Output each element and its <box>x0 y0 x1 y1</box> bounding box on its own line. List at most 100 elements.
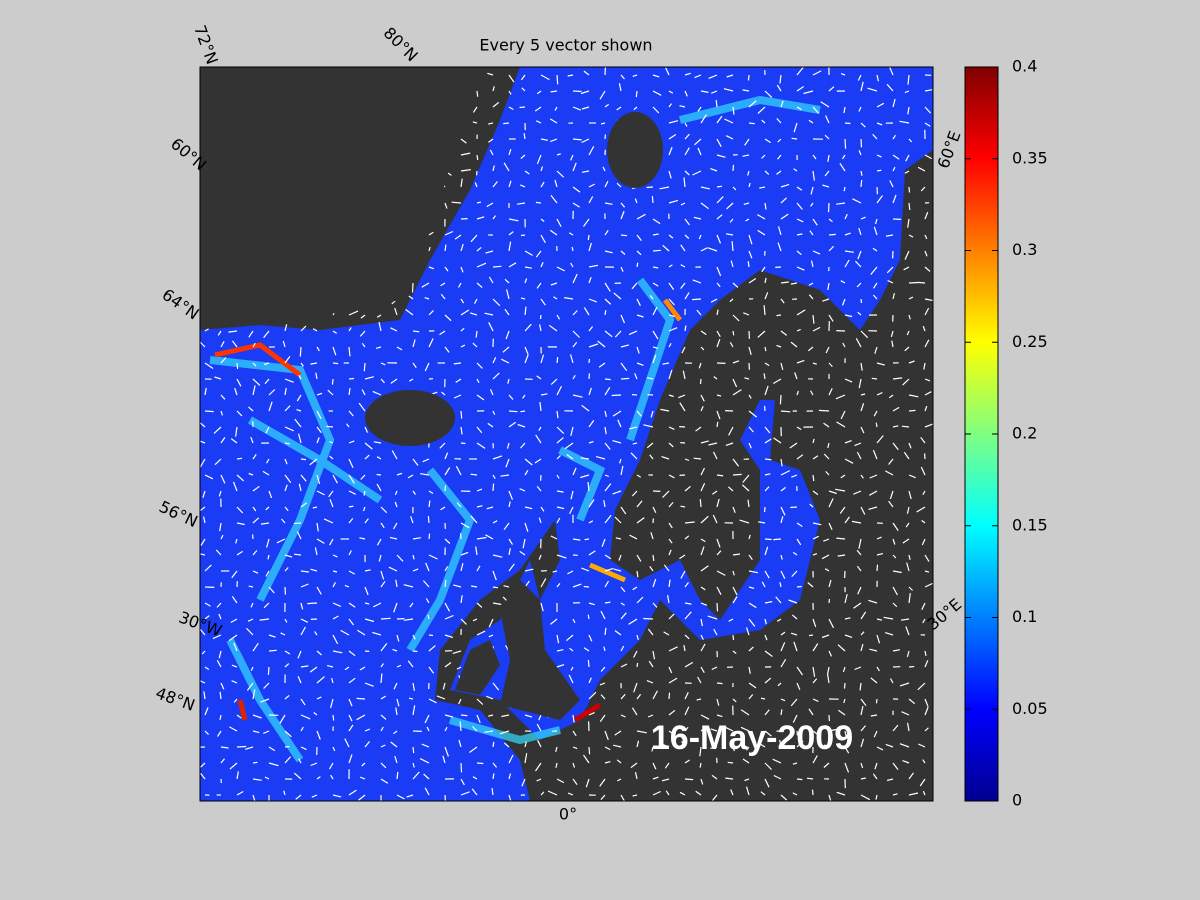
vector <box>588 298 598 303</box>
vector <box>348 550 352 556</box>
vector <box>380 617 391 620</box>
vector <box>520 74 526 81</box>
vector <box>550 618 558 625</box>
vector <box>485 250 494 254</box>
vector <box>860 631 865 636</box>
vector <box>248 406 254 412</box>
vector <box>601 538 606 547</box>
vector <box>684 706 690 716</box>
vector <box>776 84 782 92</box>
vector <box>855 338 862 348</box>
vector <box>707 247 718 252</box>
vector <box>307 602 318 605</box>
vector <box>763 373 766 380</box>
vector <box>504 308 510 316</box>
vector <box>362 506 366 512</box>
vector <box>470 312 478 316</box>
vector <box>332 474 338 484</box>
vector <box>508 218 519 222</box>
vector <box>572 310 578 316</box>
vector <box>860 426 865 434</box>
vector <box>793 641 798 652</box>
vector <box>716 138 722 147</box>
vector <box>268 490 273 499</box>
vector <box>700 330 707 336</box>
vector <box>492 410 496 415</box>
vector <box>262 470 270 476</box>
vector <box>454 234 462 240</box>
vector <box>892 724 899 732</box>
vector <box>684 122 688 127</box>
vector <box>548 324 558 332</box>
vector <box>921 538 926 546</box>
vector <box>684 170 690 176</box>
vector <box>649 295 654 300</box>
vector <box>376 538 382 546</box>
vector <box>300 570 309 573</box>
vector <box>724 118 734 124</box>
vector <box>572 186 581 193</box>
vector <box>631 707 638 716</box>
vector <box>892 538 896 545</box>
vector <box>329 499 334 508</box>
vector <box>600 794 606 800</box>
vector <box>476 394 485 401</box>
vector <box>298 483 302 492</box>
vector <box>636 596 644 604</box>
vector <box>699 746 702 757</box>
vector <box>646 377 654 380</box>
vector <box>492 215 496 220</box>
vector <box>359 666 366 671</box>
vector <box>460 778 465 786</box>
vector <box>858 227 862 236</box>
vector <box>588 441 594 444</box>
vector <box>332 346 337 356</box>
vector <box>470 515 478 524</box>
vector <box>268 746 276 752</box>
vector <box>780 794 788 801</box>
vector <box>553 296 558 300</box>
vector <box>572 538 581 541</box>
vector <box>680 202 686 206</box>
vector <box>572 374 576 380</box>
vector <box>668 579 671 588</box>
vector <box>713 376 718 380</box>
vector <box>284 506 289 512</box>
vector <box>421 743 430 748</box>
vector <box>716 538 721 548</box>
vector <box>694 74 702 79</box>
vector <box>652 74 660 78</box>
vector <box>746 746 750 751</box>
vector <box>840 73 846 76</box>
vector <box>300 362 304 367</box>
vector <box>587 481 590 492</box>
vector <box>844 378 853 383</box>
vector <box>300 458 307 461</box>
vector <box>764 570 770 579</box>
vector <box>380 580 386 588</box>
vector <box>697 676 702 684</box>
vector <box>725 442 734 446</box>
vector <box>284 387 287 396</box>
vector <box>748 554 753 561</box>
vector <box>779 582 782 588</box>
vector <box>899 682 910 687</box>
vector <box>329 455 334 460</box>
vector <box>500 474 510 477</box>
vector <box>441 391 446 396</box>
vector <box>684 692 689 700</box>
vector <box>442 682 446 690</box>
vector <box>380 506 388 514</box>
vector <box>668 327 678 332</box>
vector <box>326 425 334 428</box>
vector <box>681 346 686 354</box>
vector <box>636 730 647 734</box>
vector <box>892 406 900 412</box>
vector <box>488 634 494 638</box>
vector <box>665 67 670 76</box>
vector <box>204 730 210 736</box>
vector <box>248 585 254 588</box>
vector <box>812 678 818 684</box>
vector <box>444 467 451 476</box>
vector <box>412 490 416 495</box>
